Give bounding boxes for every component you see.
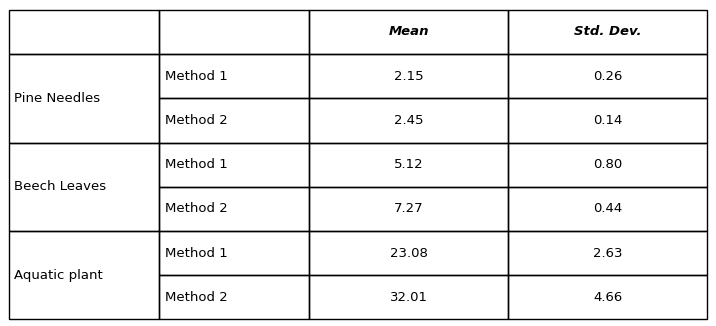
Text: 2.45: 2.45 — [394, 114, 423, 127]
Text: Method 1: Method 1 — [165, 70, 227, 83]
Text: 7.27: 7.27 — [394, 202, 423, 215]
Text: 23.08: 23.08 — [390, 246, 427, 259]
Bar — [159, 275, 309, 319]
Text: Method 1: Method 1 — [165, 158, 227, 171]
Bar — [309, 275, 508, 319]
Bar — [159, 10, 309, 54]
Bar — [309, 142, 508, 187]
Text: Method 1: Method 1 — [165, 246, 227, 259]
Text: Pine Needles: Pine Needles — [14, 92, 100, 105]
Text: 32.01: 32.01 — [390, 291, 427, 304]
Text: Std. Dev.: Std. Dev. — [574, 25, 642, 38]
Bar — [309, 10, 508, 54]
Bar — [508, 187, 707, 231]
Text: Method 2: Method 2 — [165, 291, 227, 304]
Bar — [159, 231, 309, 275]
Bar — [9, 231, 159, 319]
Text: 0.80: 0.80 — [593, 158, 622, 171]
Bar — [508, 54, 707, 98]
Bar — [159, 54, 309, 98]
Text: 2.63: 2.63 — [593, 246, 623, 259]
Bar — [159, 98, 309, 142]
Text: Mean: Mean — [388, 25, 429, 38]
Bar — [9, 54, 159, 142]
Text: Aquatic plant: Aquatic plant — [14, 269, 103, 282]
Bar — [159, 187, 309, 231]
Bar — [9, 10, 159, 54]
Text: Method 2: Method 2 — [165, 202, 227, 215]
Text: 0.26: 0.26 — [593, 70, 622, 83]
Bar — [309, 187, 508, 231]
Text: Beech Leaves: Beech Leaves — [14, 180, 107, 193]
Text: 0.44: 0.44 — [593, 202, 622, 215]
Bar — [309, 231, 508, 275]
Bar — [508, 275, 707, 319]
Text: 0.14: 0.14 — [593, 114, 622, 127]
Text: 4.66: 4.66 — [593, 291, 622, 304]
Text: 2.15: 2.15 — [394, 70, 423, 83]
Bar — [309, 98, 508, 142]
Bar — [309, 54, 508, 98]
Bar — [508, 10, 707, 54]
Bar — [508, 98, 707, 142]
Bar — [508, 142, 707, 187]
Bar — [159, 142, 309, 187]
Bar — [9, 142, 159, 231]
Bar — [508, 231, 707, 275]
Text: Method 2: Method 2 — [165, 114, 227, 127]
Text: 5.12: 5.12 — [394, 158, 423, 171]
